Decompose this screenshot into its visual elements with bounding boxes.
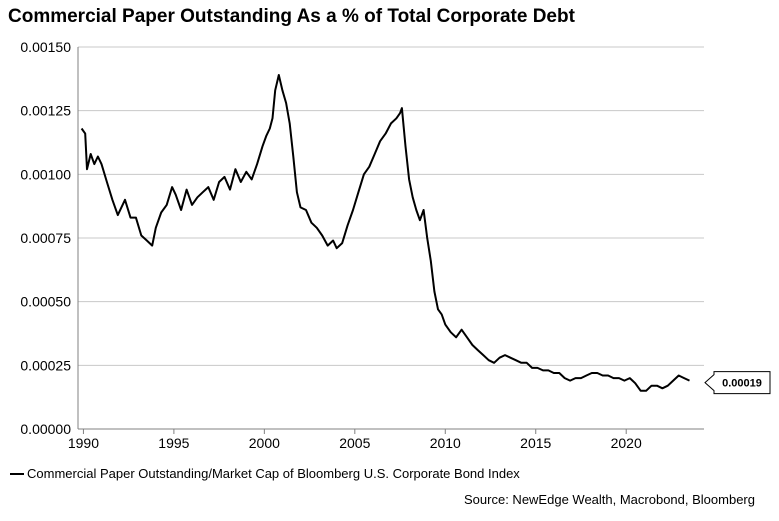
legend: Commercial Paper Outstanding/Market Cap … bbox=[10, 466, 520, 481]
x-tick-label: 1995 bbox=[158, 435, 189, 451]
last-value-label: 0.00019 bbox=[722, 378, 762, 390]
x-axis: 1990 1995 2000 2005 2010 2015 2020 bbox=[68, 428, 704, 451]
last-value-box bbox=[704, 371, 771, 395]
y-tick-label: 0.00100 bbox=[20, 166, 71, 182]
y-tick-label: 0.00150 bbox=[20, 39, 71, 55]
x-tick-label: 2010 bbox=[430, 435, 461, 451]
x-tick-label: 1990 bbox=[68, 435, 99, 451]
x-tick-label: 2015 bbox=[520, 435, 551, 451]
y-axis: 0.00000 0.00025 0.00050 0.00075 0.00100 0.001… bbox=[20, 39, 79, 437]
chart-title: Commercial Paper Outstanding As a % of T… bbox=[8, 6, 575, 27]
x-tick-label: 2005 bbox=[339, 435, 370, 451]
legend-swatch bbox=[10, 472, 24, 475]
x-tick-label: 2020 bbox=[611, 435, 642, 451]
source-note: Source: NewEdge Wealth, Macrobond, Bloom… bbox=[464, 492, 755, 507]
y-tick-label: 0.00050 bbox=[20, 294, 71, 310]
x-tick-label: 2000 bbox=[249, 435, 280, 451]
y-tick-label: 0.00075 bbox=[20, 230, 71, 246]
gridlines bbox=[78, 46, 704, 430]
y-tick-label: 0.00025 bbox=[20, 357, 71, 373]
series-layer bbox=[80, 74, 690, 392]
legend-label: Commercial Paper Outstanding/Market Cap … bbox=[27, 466, 520, 481]
y-tick-label: 0.00125 bbox=[20, 103, 71, 119]
series-line bbox=[80, 74, 690, 392]
y-tick-label: 0.00000 bbox=[20, 421, 71, 437]
last-value-callout: 0.00019 bbox=[704, 371, 771, 395]
